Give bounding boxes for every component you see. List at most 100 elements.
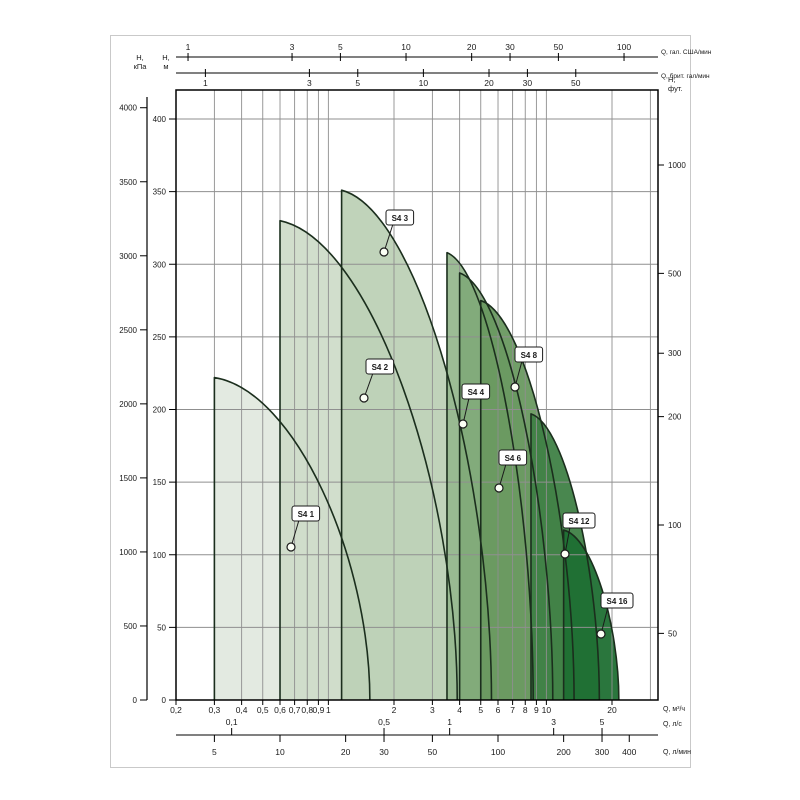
series-label-box-s4-16 — [600, 592, 634, 609]
tick-label-m3h: 4 — [457, 705, 462, 715]
series-label-box-s4-6 — [498, 449, 528, 466]
card-border — [110, 35, 691, 768]
tick-label-usgpm: 1 — [186, 42, 191, 52]
tick-label-lmin: 100 — [491, 747, 505, 757]
x-axis-lmin-unit: Q, л/мин — [663, 749, 691, 756]
callout-leader-s4-3 — [383, 223, 394, 253]
tick-label-m3h: 20 — [607, 705, 617, 715]
tick-label-lmin: 10 — [275, 747, 285, 757]
tick-label-y-kpa: 3000 — [119, 252, 137, 261]
tick-label-y-ft: 1000 — [668, 161, 686, 170]
tick-label-y-kpa: 3500 — [119, 178, 137, 187]
tick-label-impgpm: 20 — [484, 78, 494, 88]
tick-label-m3h: 0,9 — [312, 705, 324, 715]
tick-label-m3h: 0,2 — [170, 705, 182, 715]
y-axis-ft-unit: H, — [668, 75, 676, 84]
tick-label-m3h: 0,8 — [301, 705, 313, 715]
series-dot-s4-6 — [494, 483, 504, 493]
y-axis-ft-unit: фут. — [668, 84, 683, 93]
tick-label-impgpm: 1 — [203, 78, 208, 88]
series-label-box-s4-12 — [562, 512, 596, 529]
tick-label-m3h: 9 — [534, 705, 539, 715]
tick-label-y-ft: 50 — [668, 629, 677, 638]
series-label-s4-3: S4 3 — [392, 214, 409, 223]
tick-label-m3h: 8 — [523, 705, 528, 715]
tick-label-y-ft: 200 — [668, 413, 682, 422]
tick-label-m3h: 0,3 — [208, 705, 220, 715]
tick-label-lmin: 400 — [622, 747, 636, 757]
series-label-box-s4-8 — [514, 346, 544, 363]
y-axis-m-unit: м — [163, 62, 168, 71]
x-axis-impgpm-unit: Q, брит. гал/мин — [661, 72, 710, 80]
tick-label-m3h: 0,6 — [274, 705, 286, 715]
tick-label-lmin: 20 — [341, 747, 351, 757]
tick-label-y-m: 250 — [153, 333, 167, 342]
tick-label-m3h: 7 — [510, 705, 515, 715]
y-axis-m-unit: H, — [162, 53, 170, 62]
tick-label-m3h: 2 — [392, 705, 397, 715]
tick-label-usgpm: 20 — [467, 42, 477, 52]
series-dot-s4-2 — [359, 393, 369, 403]
series-label-s4-1: S4 1 — [298, 510, 315, 519]
tick-label-y-m: 350 — [153, 188, 167, 197]
tick-label-impgpm: 3 — [307, 78, 312, 88]
series-label-s4-12: S4 12 — [569, 517, 590, 526]
series-label-s4-6: S4 6 — [505, 454, 522, 463]
tick-label-y-m: 400 — [153, 115, 167, 124]
tick-label-lmin: 300 — [595, 747, 609, 757]
callout-leader-s4-1 — [290, 519, 300, 548]
tick-label-y-m: 150 — [153, 478, 167, 487]
tick-label-y-m: 300 — [153, 260, 167, 269]
tick-label-usgpm: 30 — [505, 42, 515, 52]
series-outline-s4-3 — [340, 189, 493, 701]
tick-label-ls: 0,5 — [378, 717, 390, 727]
tick-label-ls: 3 — [551, 717, 556, 727]
series-outline-s4-8 — [479, 299, 575, 701]
tick-label-y-ft: 100 — [668, 521, 682, 530]
tick-label-y-kpa: 4000 — [119, 104, 137, 113]
tick-label-impgpm: 30 — [523, 78, 533, 88]
series-dot-s4-16 — [596, 629, 606, 639]
series-dot-s4-1 — [286, 542, 296, 552]
tick-label-y-m: 50 — [157, 623, 166, 632]
tick-label-m3h: 1 — [326, 705, 331, 715]
tick-label-ls: 5 — [600, 717, 605, 727]
tick-label-y-m: 0 — [162, 696, 167, 705]
tick-label-y-kpa: 500 — [124, 622, 138, 631]
tick-label-y-m: 100 — [153, 551, 167, 560]
tick-label-y-ft: 500 — [668, 269, 682, 278]
plot-frame — [175, 89, 659, 701]
tick-label-m3h: 0,4 — [236, 705, 248, 715]
tick-label-lmin: 200 — [557, 747, 571, 757]
series-label-box-s4-4 — [461, 383, 491, 400]
tick-label-m3h: 3 — [430, 705, 435, 715]
tick-label-usgpm: 10 — [401, 42, 411, 52]
x-axis-usgpm-unit: Q, гал. США/мин — [661, 49, 712, 56]
tick-label-usgpm: 3 — [290, 42, 295, 52]
tick-label-impgpm: 5 — [355, 78, 360, 88]
tick-label-usgpm: 100 — [617, 42, 631, 52]
series-dot-s4-3 — [379, 247, 389, 257]
x-axis-m3h-unit: Q, м³/ч — [663, 706, 685, 713]
series-label-s4-4: S4 4 — [468, 388, 485, 397]
tick-label-m3h: 0,5 — [257, 705, 269, 715]
series-label-box-s4-1 — [291, 505, 321, 522]
series-dot-s4-8 — [510, 382, 520, 392]
tick-label-m3h: 0,7 — [289, 705, 301, 715]
tick-label-ls: 1 — [447, 717, 452, 727]
series-label-s4-16: S4 16 — [607, 597, 628, 606]
series-dot-s4-12 — [560, 549, 570, 559]
tick-label-lmin: 30 — [379, 747, 389, 757]
series-area-s4-16 — [563, 530, 619, 700]
y-axis-kpa-unit: кПа — [134, 62, 148, 71]
tick-label-m3h: 10 — [542, 705, 552, 715]
series-outline-s4-1 — [213, 376, 371, 701]
tick-label-m3h: 6 — [496, 705, 501, 715]
series-outline-s4-12 — [530, 413, 601, 701]
x-axis-ls-unit: Q, л/с — [663, 721, 682, 728]
tick-label-y-kpa: 1500 — [119, 474, 137, 483]
tick-label-y-kpa: 2000 — [119, 400, 137, 409]
tick-label-usgpm: 50 — [554, 42, 564, 52]
